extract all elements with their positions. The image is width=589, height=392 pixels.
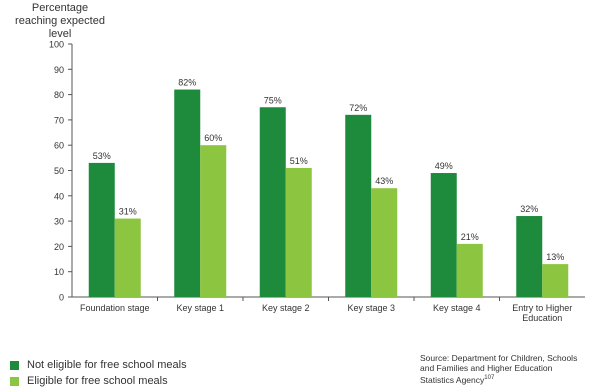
legend-label-eligible: Eligible for free school meals	[27, 375, 168, 387]
bar	[516, 216, 543, 297]
legend-swatch-not-eligible	[10, 360, 19, 370]
legend-label-not-eligible: Not eligible for free school meals	[27, 359, 187, 371]
x-tick-label: Key stage 2	[262, 303, 310, 313]
bar-value-label: 13%	[546, 252, 564, 262]
legend-item-eligible: Eligible for free school meals	[10, 373, 187, 389]
bar-value-label: 82%	[178, 78, 196, 88]
bar	[371, 188, 398, 297]
bar-value-label: 51%	[290, 156, 308, 166]
y-tick-label: 10	[54, 267, 64, 277]
legend-item-not-eligible: Not eligible for free school meals	[10, 357, 187, 373]
bar	[88, 162, 115, 297]
x-tick-label: Key stage 4	[433, 303, 481, 313]
bar-value-label: 72%	[349, 103, 367, 113]
x-tick-label: Key stage 1	[176, 303, 224, 313]
x-tick-label: Key stage 3	[347, 303, 395, 313]
chart-x-tick-labels: Foundation stage Key stage 1 Key stage 2 Ke…	[80, 303, 572, 323]
bar	[430, 173, 457, 297]
chart-legend: Not eligible for free school meals Eligi…	[10, 357, 187, 389]
y-tick-label: 40	[54, 191, 64, 201]
bar	[542, 264, 569, 297]
y-tick-label: 90	[54, 65, 64, 75]
bar	[345, 114, 372, 297]
bar	[200, 145, 227, 297]
y-tick-label: 0	[59, 293, 64, 303]
bar	[259, 107, 286, 297]
x-tick-label: Foundation stage	[80, 303, 150, 313]
source-footnote: 107	[484, 375, 495, 381]
bar	[456, 243, 483, 297]
bar-value-label: 53%	[93, 151, 111, 161]
bar-value-label: 43%	[375, 176, 393, 186]
bar-value-label: 32%	[520, 204, 538, 214]
y-tick-label: 100	[49, 40, 64, 50]
bar	[114, 218, 141, 297]
y-tick-label: 50	[54, 166, 64, 176]
bar	[174, 89, 201, 297]
legend-swatch-eligible	[10, 376, 19, 386]
source-text: Source: Department for Children, Schools…	[420, 353, 578, 385]
x-tick-label: Education	[522, 313, 562, 323]
y-tick-label: 70	[54, 115, 64, 125]
bar-value-label: 31%	[119, 207, 137, 217]
bar-value-label: 60%	[204, 133, 222, 143]
bar-value-label: 49%	[435, 161, 453, 171]
bar	[285, 167, 312, 297]
source-note: Source: Department for Children, Schools…	[420, 353, 585, 385]
y-tick-label: 80	[54, 90, 64, 100]
y-tick-label: 20	[54, 242, 64, 252]
bar-value-label: 75%	[264, 95, 282, 105]
chart-bars	[88, 89, 569, 297]
chart-axes: 0 10 20 30 40 50 60 70 80 90 100	[49, 40, 585, 303]
y-axis-label: Percentage reaching expected level	[15, 2, 105, 40]
y-tick-label: 30	[54, 217, 64, 227]
x-tick-label: Entry to Higher	[512, 303, 572, 313]
bar-value-label: 21%	[461, 232, 479, 242]
chart-data-labels: 53% 31% 82% 60% 75% 51% 72% 43% 49% 21% 32% 13%	[93, 78, 565, 263]
y-tick-label: 60	[54, 141, 64, 151]
